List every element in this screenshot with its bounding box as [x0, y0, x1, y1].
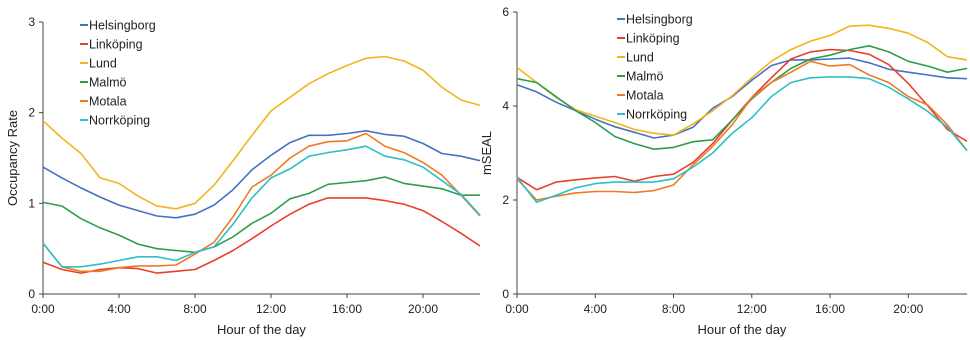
mseal-x-tick-label: 20:00 — [893, 302, 923, 316]
mseal-x-tick-label: 4:00 — [584, 302, 608, 316]
occupancy-series-line-motala — [42, 132, 481, 273]
mseal-series-line-malm — [516, 44, 968, 150]
occupancy-x-axis-title: Hour of the day — [217, 322, 306, 337]
occupancy-legend-label: Malmö — [89, 76, 127, 90]
occupancy-series-line-lund — [42, 55, 481, 210]
mseal-series-line-norrkping — [516, 76, 968, 204]
occupancy-x-tick-label: 4:00 — [107, 302, 131, 316]
occupancy-y-tick-label: 3 — [28, 15, 35, 29]
occupancy-legend-label: Linköping — [89, 38, 143, 52]
mseal-x-tick-label: 8:00 — [662, 302, 686, 316]
mseal-legend-label: Lund — [626, 51, 654, 65]
occupancy-x-tick-label: 12:00 — [256, 302, 286, 316]
occupancy-y-axis-title: Occupancy Rate — [5, 110, 20, 206]
occupancy-series-line-norrkping — [42, 145, 481, 268]
mseal-y-tick-label: 0 — [502, 287, 509, 301]
mseal-x-axis-title: Hour of the day — [698, 322, 787, 337]
mseal-legend-label: Motala — [626, 89, 664, 103]
mseal-y-tick-label: 4 — [502, 99, 509, 113]
occupancy-series-line-malm — [42, 176, 480, 254]
mseal-x-tick-label: 12:00 — [737, 302, 767, 316]
mseal-x-tick-label: 16:00 — [815, 302, 845, 316]
mseal-x-tick-label: 0:00 — [505, 302, 529, 316]
mseal-series-line-motala — [516, 60, 968, 201]
occupancy-y-tick-label: 0 — [28, 287, 35, 301]
mseal-legend-label: Helsingborg — [626, 13, 693, 27]
occupancy-y-tick-label: 2 — [28, 106, 35, 120]
mseal-series-line-lund — [516, 24, 968, 136]
occupancy-y-tick-label: 1 — [28, 196, 35, 210]
occupancy-legend-label: Helsingborg — [89, 19, 156, 33]
mseal-legend-label: Norrköping — [626, 108, 687, 122]
occupancy-x-tick-label: 0:00 — [31, 302, 55, 316]
occupancy-x-tick-label: 16:00 — [332, 302, 362, 316]
mseal-y-axis-title: mSEAL — [479, 131, 494, 175]
occupancy-series-line-helsingborg — [42, 130, 481, 219]
occupancy-legend-label: Motala — [89, 95, 127, 109]
mseal-legend-label: Linköping — [626, 32, 680, 46]
occupancy-legend-label: Norrköping — [89, 114, 150, 128]
mseal-legend-label: Malmö — [626, 70, 664, 84]
occupancy-x-tick-label: 20:00 — [408, 302, 438, 316]
mseal-y-tick-label: 6 — [502, 5, 509, 19]
occupancy-legend-label: Lund — [89, 57, 117, 71]
mseal-series-line-helsingborg — [516, 57, 968, 139]
mseal-y-tick-label: 2 — [502, 193, 509, 207]
occupancy-x-tick-label: 8:00 — [183, 302, 207, 316]
